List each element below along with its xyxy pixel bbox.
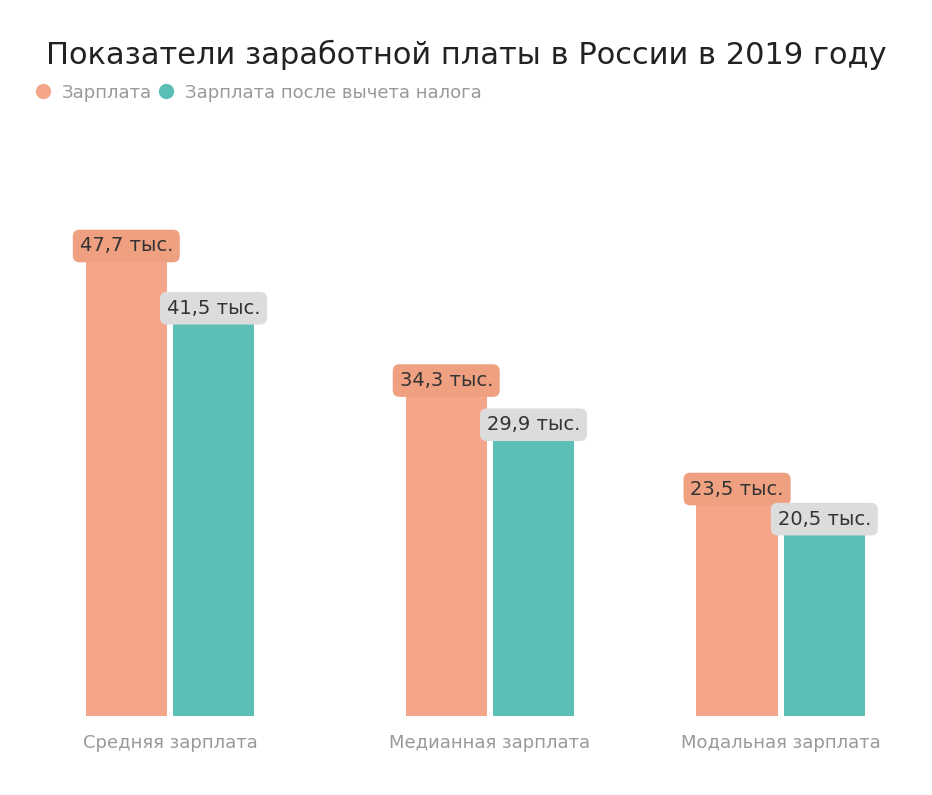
Bar — [405, 371, 487, 716]
Text: 47,7 тыс.: 47,7 тыс. — [79, 236, 173, 255]
Bar — [172, 299, 254, 716]
Bar — [86, 236, 167, 716]
Text: 29,9 тыс.: 29,9 тыс. — [487, 415, 581, 434]
Text: Показатели заработной платы в России в 2019 году: Показатели заработной платы в России в 2… — [46, 40, 886, 70]
Bar — [493, 415, 574, 716]
Legend: Зарплата, Зарплата после вычета налога: Зарплата, Зарплата после вычета налога — [38, 83, 481, 102]
Bar — [784, 510, 865, 716]
Text: 23,5 тыс.: 23,5 тыс. — [691, 479, 784, 498]
Bar — [696, 479, 778, 716]
Text: 20,5 тыс.: 20,5 тыс. — [777, 510, 871, 529]
Text: 34,3 тыс.: 34,3 тыс. — [400, 371, 493, 390]
Text: 41,5 тыс.: 41,5 тыс. — [167, 299, 260, 318]
